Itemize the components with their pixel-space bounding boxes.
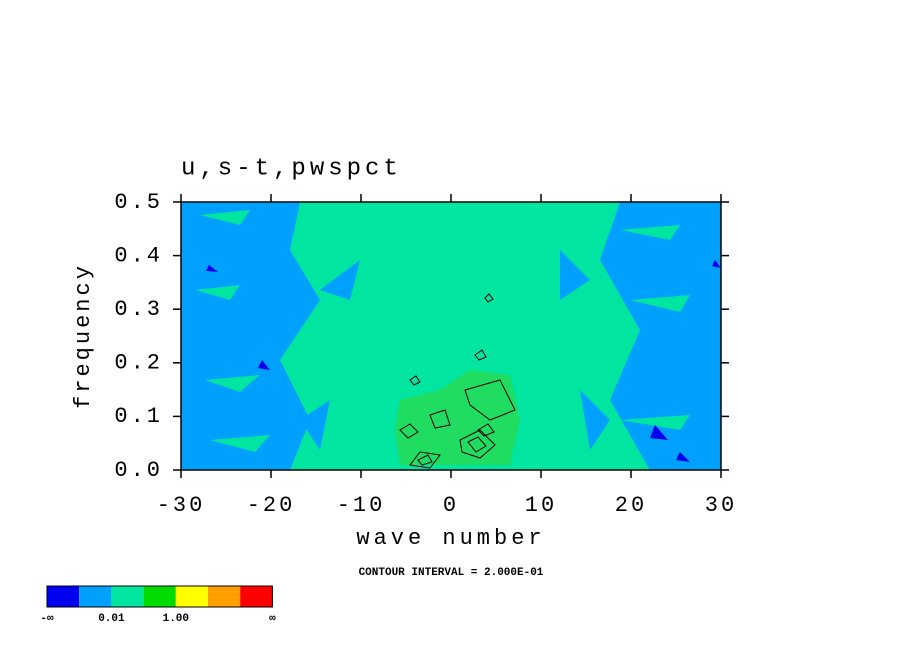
colorbar-label: -∞ bbox=[40, 613, 54, 625]
y-tick-label: 0.3 bbox=[114, 297, 163, 322]
colorbar-label: ∞ bbox=[269, 613, 276, 625]
colorbar-swatch bbox=[47, 586, 80, 607]
colorbar-swatch bbox=[111, 586, 144, 607]
colorbar-swatch bbox=[79, 586, 112, 607]
x-tick-label: 30 bbox=[705, 493, 737, 518]
contours bbox=[399, 293, 516, 469]
x-tick-label: -20 bbox=[247, 493, 296, 518]
field-region bbox=[300, 250, 610, 450]
colorbar-frame bbox=[46, 585, 273, 608]
field-region bbox=[395, 370, 520, 465]
annotation: CONTOUR INTERVAL = 2.000E-01 bbox=[359, 567, 544, 579]
y-axis-label: frequency bbox=[71, 263, 96, 409]
y-tick-label: 0.1 bbox=[114, 404, 163, 429]
colorbar-swatch bbox=[175, 586, 208, 607]
x-tick-label: 0 bbox=[443, 493, 459, 518]
colorbar-swatch bbox=[208, 586, 241, 607]
colorbar-label: 1.00 bbox=[163, 613, 189, 625]
chart-title: u,s-t,pwspct bbox=[181, 155, 402, 182]
x-tick-label: 10 bbox=[525, 493, 557, 518]
x-tick-label: -10 bbox=[337, 493, 386, 518]
field-region bbox=[280, 202, 650, 470]
colorbar-swatch bbox=[240, 586, 273, 607]
colorbar-label: 0.01 bbox=[98, 613, 125, 625]
y-tick-label: 0.2 bbox=[114, 351, 163, 376]
y-tick-label: 0.5 bbox=[114, 190, 163, 215]
x-axis-label: wave number bbox=[356, 526, 545, 551]
colorbar-swatch bbox=[143, 586, 176, 607]
field bbox=[181, 202, 721, 470]
y-tick-label: 0.0 bbox=[114, 458, 163, 483]
x-tick-label: -30 bbox=[157, 493, 206, 518]
y-tick-label: 0.4 bbox=[114, 243, 163, 268]
x-tick-label: 20 bbox=[615, 493, 647, 518]
